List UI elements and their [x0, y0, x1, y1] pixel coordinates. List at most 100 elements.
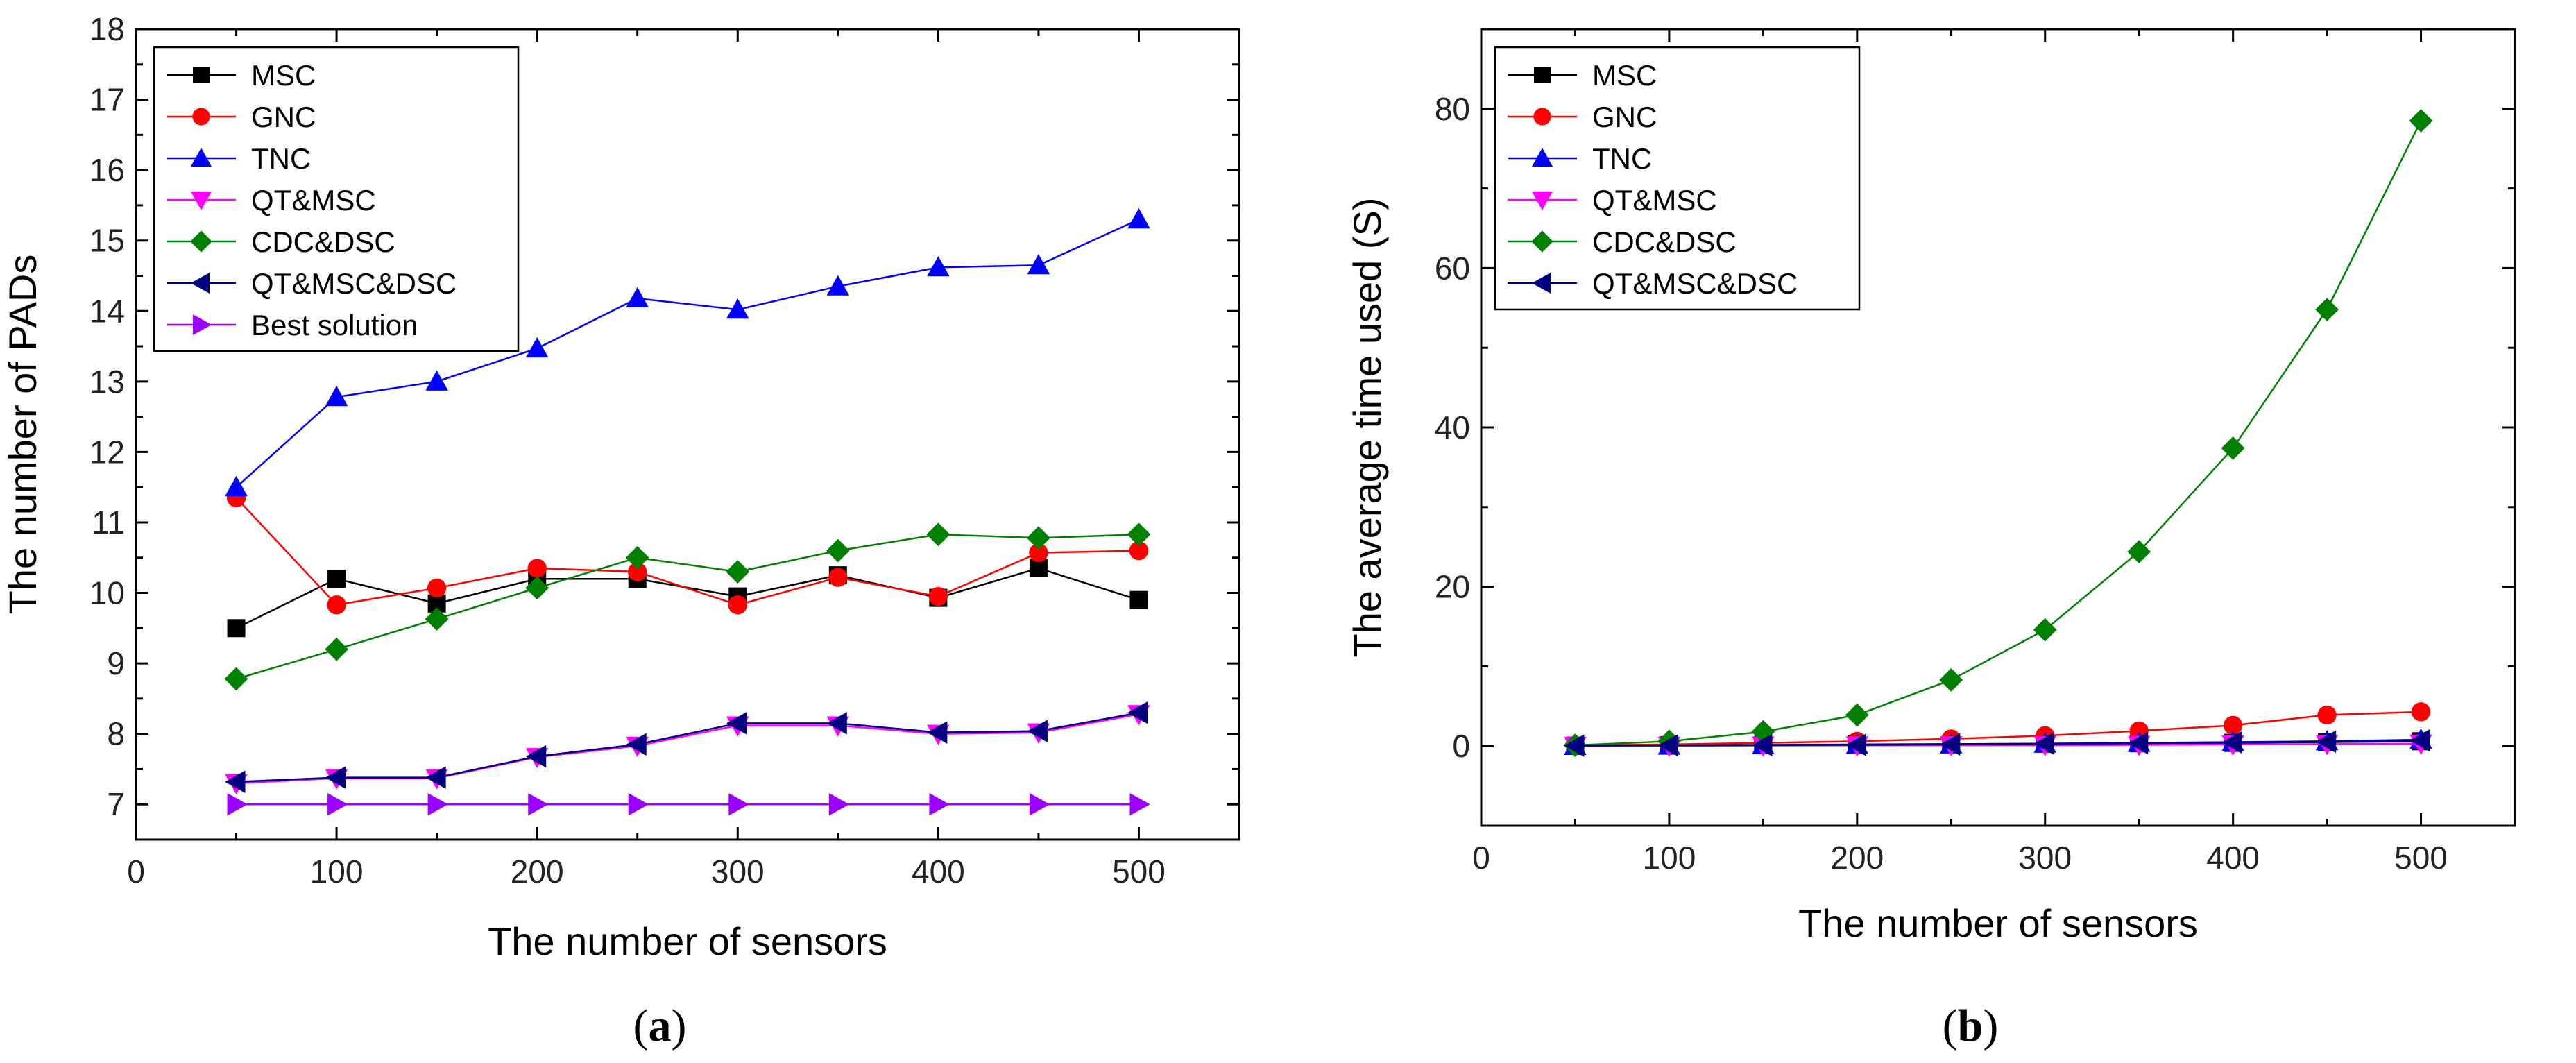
y-tick-label: 10: [89, 575, 125, 611]
data-point-msc: [227, 619, 246, 638]
chart-panel-a: 0 100 200 300 400 500 7 8 9 10 11 12 13 14 15 16 17 18 The…: [1, 11, 1240, 1051]
data-point-tnc: [225, 475, 248, 497]
data-point-cdc-dsc: [425, 607, 449, 631]
series-cdc-dsc: [1563, 109, 2433, 757]
legend-marker-msc: [1534, 67, 1551, 83]
data-point-msc: [1129, 590, 1148, 609]
y-tick-label: 15: [89, 223, 125, 259]
y-axis-title: The average time used (S): [1345, 198, 1389, 658]
data-point-cdc-dsc: [826, 538, 850, 563]
panel-label-open: (: [633, 1001, 649, 1051]
data-point-best-solution: [628, 792, 649, 816]
data-point-cdc-dsc: [1845, 703, 1869, 727]
series-line-qt-msc: [236, 713, 1139, 784]
data-point-cdc-dsc: [1751, 720, 1775, 744]
x-tick-label: 200: [511, 853, 564, 890]
data-point-cdc-dsc: [1027, 526, 1050, 550]
data-point-qt-msc-dsc: [2315, 730, 2337, 754]
series-qt-msc: [225, 705, 1150, 794]
y-tick-label: 18: [89, 11, 125, 47]
series-line-cdc-dsc: [236, 533, 1139, 680]
data-point-tnc: [525, 337, 549, 358]
data-point-msc: [1029, 559, 1048, 577]
plot-frame: [135, 28, 1240, 841]
data-point-qt-msc-dsc: [826, 712, 847, 735]
y-tick-label: 20: [1435, 569, 1470, 605]
data-point-gnc: [2317, 705, 2337, 725]
panel-label: (b): [1943, 1001, 1999, 1051]
data-point-qt-msc-dsc: [1845, 733, 1866, 756]
data-point-best-solution: [828, 792, 850, 816]
data-point-best-solution: [427, 792, 448, 816]
data-point-tnc: [425, 370, 448, 391]
x-tick-label: 300: [711, 853, 765, 890]
y-tick-label: 17: [89, 82, 125, 118]
x-axis-title: The number of sensors: [1798, 901, 2198, 945]
legend-label-gnc: GNC: [1592, 101, 1657, 133]
legend-label-gnc: GNC: [251, 101, 316, 133]
panel-label-open: (: [1943, 1001, 1958, 1051]
data-point-gnc: [928, 586, 948, 606]
y-tick-label: 60: [1435, 250, 1470, 286]
series-msc: [227, 559, 1148, 638]
chart-panel-b: 0 100 200 300 400 500 0 20 40 60 80 The number of s…: [1345, 28, 2516, 1051]
data-point-cdc-dsc: [2033, 618, 2057, 642]
data-point-best-solution: [728, 792, 749, 816]
x-tick-label: 500: [1112, 853, 1166, 890]
data-point-qt-msc-dsc: [325, 766, 346, 789]
data-point-tnc: [1027, 253, 1050, 275]
panel-label: (a): [633, 1001, 687, 1051]
series-cdc-dsc: [224, 522, 1151, 691]
y-tick-label: 12: [89, 434, 125, 470]
data-point-qt-msc-dsc: [1940, 733, 1961, 756]
data-point-gnc: [2411, 702, 2431, 722]
legend-label-tnc: TNC: [251, 142, 311, 175]
data-point-best-solution: [1129, 792, 1150, 816]
data-point-cdc-dsc: [2409, 109, 2433, 133]
data-point-cdc-dsc: [926, 522, 950, 547]
data-point-gnc: [728, 595, 747, 615]
data-point-qt-msc-dsc: [626, 733, 647, 756]
panel-label-close: ): [1983, 1001, 1998, 1051]
legend-box: [1494, 46, 1861, 311]
series-gnc: [1565, 702, 2431, 755]
y-tick-label: 0: [1452, 728, 1470, 764]
legend-label-qt-msc: QT&MSC: [1592, 184, 1717, 216]
x-tick-label: 400: [912, 853, 965, 890]
panel-label-letter: a: [649, 1001, 672, 1051]
y-tick-label: 80: [1435, 91, 1470, 127]
legend-marker-qt-msc: [1532, 192, 1553, 210]
series-qt-msc-dsc: [225, 701, 1148, 793]
series-best-solution: [227, 792, 1150, 816]
data-point-qt-msc-dsc: [726, 712, 747, 735]
data-point-cdc-dsc: [1127, 522, 1151, 547]
legend-marker-qt-msc-dsc: [191, 273, 210, 294]
legend-marker-msc: [193, 67, 210, 83]
x-tick-label: 500: [2394, 840, 2448, 876]
data-point-cdc-dsc: [625, 545, 649, 570]
data-point-gnc: [2223, 715, 2243, 735]
y-tick-label: 8: [107, 716, 125, 752]
y-tick-label: 11: [92, 504, 125, 541]
legend-marker-cdc-dsc: [190, 230, 212, 253]
y-tick-label: 16: [89, 152, 125, 188]
legend: MSC GNC TNC QT&MSC CDC&DSC QT&MSC&DSC Best sol…: [153, 46, 520, 352]
data-point-qt-msc-dsc: [927, 721, 948, 744]
x-tick-label: 100: [1643, 840, 1696, 876]
data-point-best-solution: [227, 792, 248, 816]
legend-label-best-solution: Best solution: [251, 309, 418, 341]
data-point-gnc: [828, 568, 848, 587]
data-point-tnc: [927, 256, 950, 277]
data-point-qt-msc-dsc: [2409, 729, 2430, 752]
data-point-gnc: [1129, 541, 1149, 561]
data-point-tnc: [1127, 207, 1150, 229]
data-point-gnc: [1029, 543, 1048, 563]
data-point-qt-msc-dsc: [525, 745, 547, 768]
data-point-qt-msc-dsc: [1752, 733, 1773, 757]
data-point-best-solution: [327, 792, 348, 816]
data-point-cdc-dsc: [224, 667, 248, 691]
legend-marker-tnc: [1532, 148, 1553, 167]
series-line-qt-msc-dsc: [1575, 739, 2421, 747]
legend-marker-gnc: [1533, 108, 1551, 126]
